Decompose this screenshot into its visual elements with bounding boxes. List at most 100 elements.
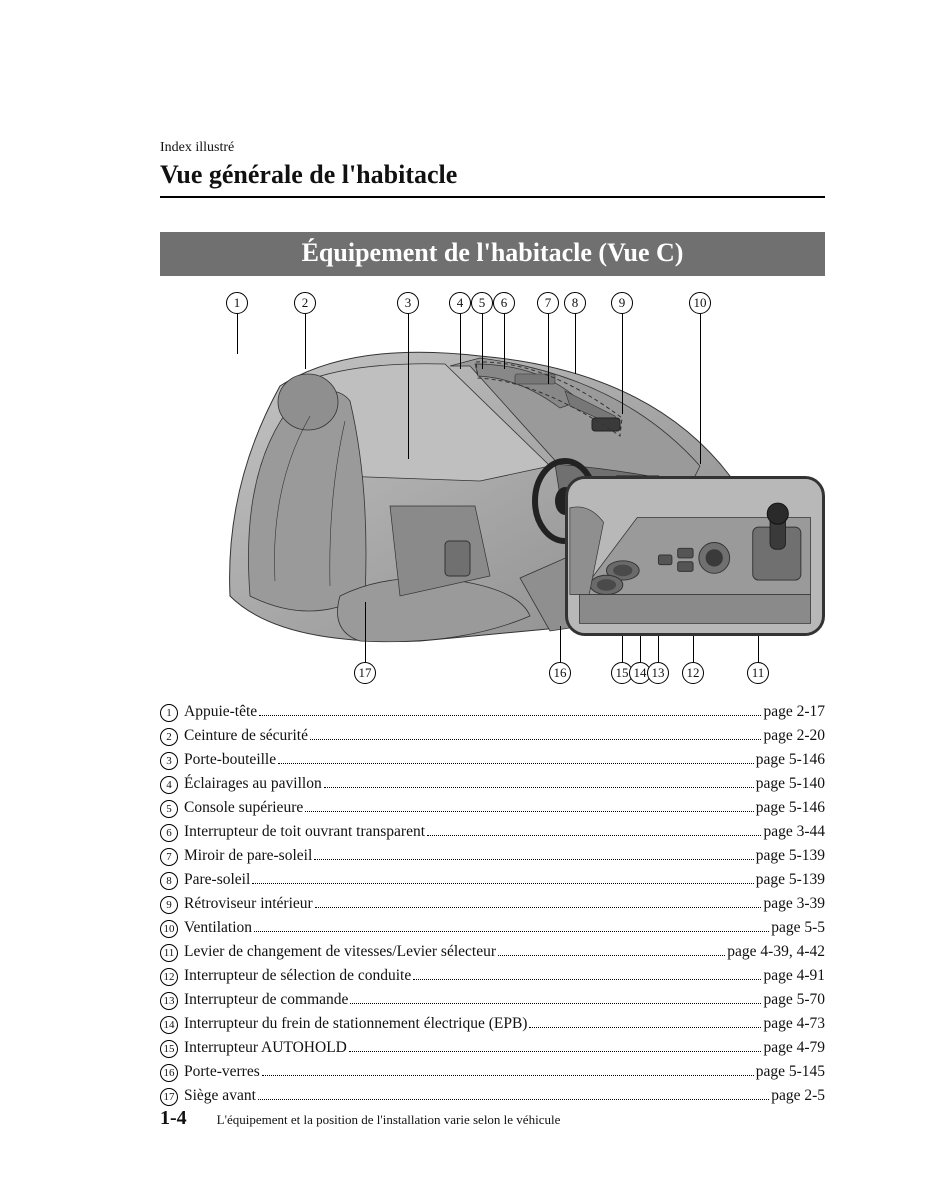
legend-page: page 4-73 <box>763 1012 825 1036</box>
callout-8: 8 <box>564 292 586 374</box>
footer-note: L'équipement et la position de l'install… <box>217 1112 561 1128</box>
callout-number: 16 <box>549 662 571 684</box>
leader-line <box>504 314 505 369</box>
legend-number: 7 <box>160 848 178 866</box>
callout-12: 12 <box>682 632 704 684</box>
legend-page: page 5-70 <box>763 988 825 1012</box>
leader-dots <box>350 1003 761 1004</box>
leader-line <box>305 314 306 369</box>
leader-dots <box>258 1099 769 1100</box>
legend-row: 2 Ceinture de sécurité page 2-20 <box>160 724 825 748</box>
callout-number: 10 <box>689 292 711 314</box>
legend-row: 14Interrupteur du frein de stationnement… <box>160 1012 825 1036</box>
legend-label: Rétroviseur intérieur <box>184 892 313 916</box>
callout-number: 11 <box>747 662 769 684</box>
leader-dots <box>305 811 753 812</box>
leader-line <box>622 314 623 414</box>
leader-dots <box>314 859 753 860</box>
legend-number: 16 <box>160 1064 178 1082</box>
page-footer: 1-4 L'équipement et la position de l'ins… <box>160 1107 560 1130</box>
legend-page: page 4-79 <box>763 1036 825 1060</box>
leader-line <box>693 632 694 662</box>
section-title: Vue générale de l'habitacle <box>160 160 825 198</box>
callout-4: 4 <box>449 292 471 369</box>
legend-row: 13Interrupteur de commandepage 5-70 <box>160 988 825 1012</box>
callout-1: 1 <box>226 292 248 354</box>
callout-7: 7 <box>537 292 559 384</box>
callout-number: 13 <box>647 662 669 684</box>
leader-line <box>758 632 759 662</box>
legend-label: Ceinture de sécurité <box>184 724 308 748</box>
leader-dots <box>349 1051 762 1052</box>
legend-number: 11 <box>160 944 178 962</box>
legend-row: 4Éclairages au pavillonpage 5-140 <box>160 772 825 796</box>
legend-page: page 3-39 <box>763 892 825 916</box>
leader-dots <box>315 907 762 908</box>
legend-label: Miroir de pare-soleil <box>184 844 312 868</box>
leader-line <box>365 602 366 662</box>
interior-diagram: 1234567891017161514131211 <box>160 286 825 686</box>
leader-dots <box>427 835 761 836</box>
legend-number: 6 <box>160 824 178 842</box>
legend-label: Interrupteur de commande <box>184 988 348 1012</box>
callout-13: 13 <box>647 632 669 684</box>
legend-page: page 4-39, 4-42 <box>727 940 825 964</box>
leader-dots <box>254 931 769 932</box>
legend-number: 9 <box>160 896 178 914</box>
leader-dots <box>262 1075 754 1076</box>
leader-line <box>548 314 549 384</box>
legend-label: Interrupteur de toit ouvrant transparent <box>184 820 425 844</box>
legend-page: page 2-20 <box>763 724 825 748</box>
callout-number: 2 <box>294 292 316 314</box>
leader-line <box>622 632 623 662</box>
leader-line <box>408 314 409 459</box>
callout-10: 10 <box>689 292 711 464</box>
legend-label: Interrupteur de sélection de conduite <box>184 964 411 988</box>
legend-page: page 3-44 <box>763 820 825 844</box>
legend-number: 17 <box>160 1088 178 1106</box>
legend-label: Porte-verres <box>184 1060 260 1084</box>
leader-line <box>560 626 561 662</box>
callout-number: 6 <box>493 292 515 314</box>
legend-page: page 5-5 <box>771 916 825 940</box>
legend-number: 1 <box>160 704 178 722</box>
legend-number: 5 <box>160 800 178 818</box>
callout-number: 7 <box>537 292 559 314</box>
callout-6: 6 <box>493 292 515 369</box>
page-number: 1-4 <box>160 1107 187 1130</box>
legend-row: 3Porte-bouteillepage 5-146 <box>160 748 825 772</box>
callout-number: 17 <box>354 662 376 684</box>
callout-number: 4 <box>449 292 471 314</box>
leader-line <box>482 314 483 369</box>
leader-line <box>460 314 461 369</box>
legend-row: 11 Levier de changement de vitesses/Levie… <box>160 940 825 964</box>
legend-page: page 5-139 <box>756 868 825 892</box>
leader-dots <box>498 955 725 956</box>
callout-number: 1 <box>226 292 248 314</box>
callout-number: 5 <box>471 292 493 314</box>
legend-label: Siège avant <box>184 1084 256 1108</box>
legend-number: 2 <box>160 728 178 746</box>
leader-line <box>640 632 641 662</box>
callout-3: 3 <box>397 292 419 459</box>
callout-number: 12 <box>682 662 704 684</box>
legend-row: 5Console supérieurepage 5-146 <box>160 796 825 820</box>
callout-16: 16 <box>549 626 571 684</box>
legend-label: Ventilation <box>184 916 252 940</box>
inset-svg <box>568 479 822 633</box>
legend-label: Levier de changement de vitesses/Levier … <box>184 940 496 964</box>
legend-row: 6 Interrupteur de toit ouvrant transparen… <box>160 820 825 844</box>
legend-row: 12Interrupteur de sélection de conduitep… <box>160 964 825 988</box>
legend-number: 14 <box>160 1016 178 1034</box>
callout-number: 8 <box>564 292 586 314</box>
legend-row: 1Appuie-têtepage 2-17 <box>160 700 825 724</box>
legend-page: page 5-145 <box>756 1060 825 1084</box>
callout-17: 17 <box>354 602 376 684</box>
center-console-inset <box>565 476 825 636</box>
legend-page: page 5-140 <box>756 772 825 796</box>
leader-line <box>658 632 659 662</box>
callout-number: 9 <box>611 292 633 314</box>
leader-dots <box>529 1027 761 1028</box>
legend-page: page 5-146 <box>756 796 825 820</box>
legend-number: 12 <box>160 968 178 986</box>
